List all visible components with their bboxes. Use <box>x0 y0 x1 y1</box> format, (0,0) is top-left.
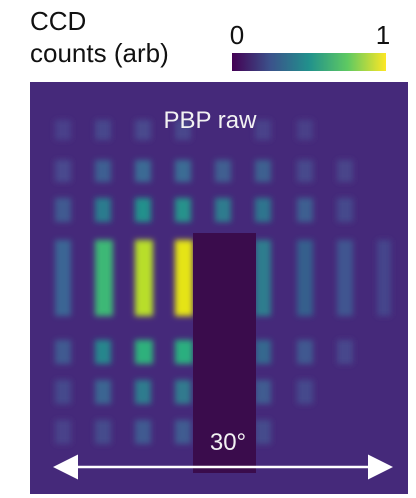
beam-block <box>193 233 256 473</box>
colorbar-label: CCD <box>30 6 86 36</box>
image-title: PBP raw <box>164 107 258 134</box>
colorbar-label: counts (arb) <box>30 38 169 68</box>
colorbar <box>232 53 386 71</box>
colorbar-max-label: 1 <box>376 20 390 50</box>
scale-label: 30° <box>210 429 246 456</box>
diffraction-spots <box>55 120 391 444</box>
colorbar-min-label: 0 <box>230 20 244 50</box>
